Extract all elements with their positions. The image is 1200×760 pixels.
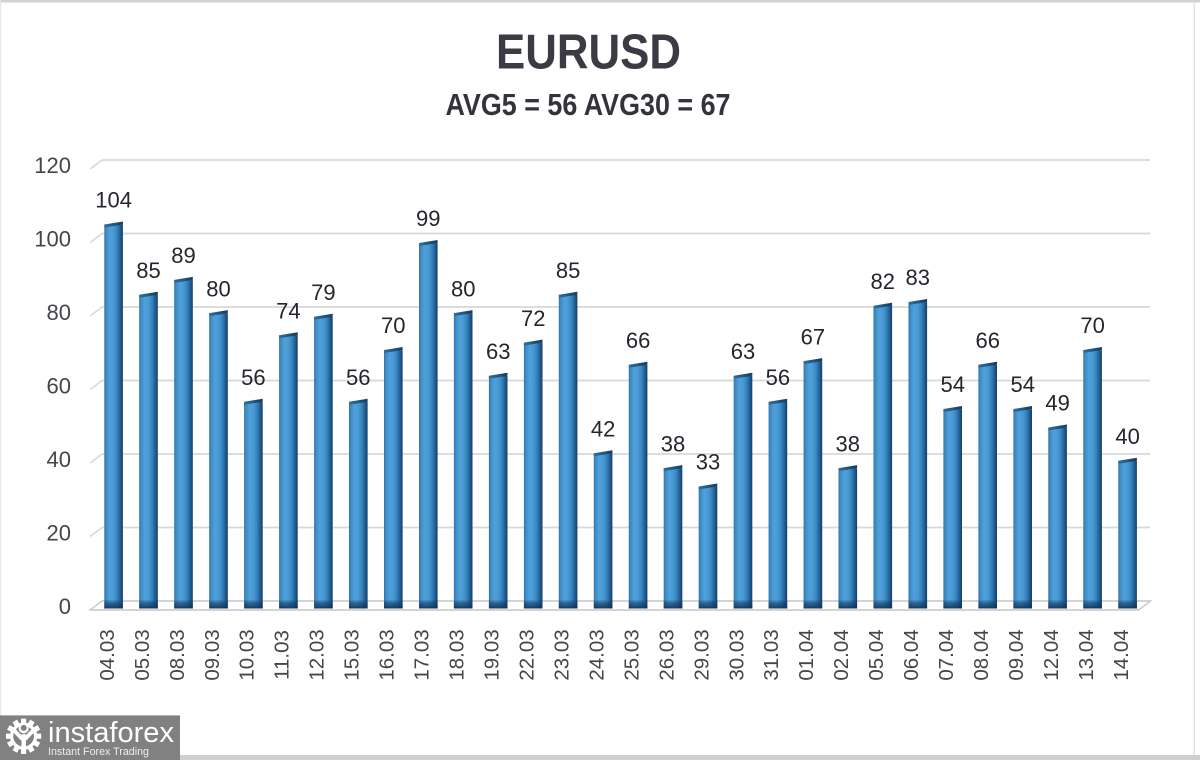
svg-text:22.03: 22.03 [516,629,539,680]
svg-text:AVG5 = 56 AVG30 = 67: AVG5 = 56 AVG30 = 67 [446,87,731,122]
svg-text:60: 60 [47,374,71,399]
svg-text:25.03: 25.03 [620,629,643,680]
svg-text:12.03: 12.03 [306,629,329,680]
svg-text:85: 85 [136,258,160,283]
svg-text:38: 38 [661,431,685,456]
svg-text:56: 56 [241,365,265,390]
svg-text:14.04: 14.04 [1110,629,1133,680]
svg-text:08.03: 08.03 [166,629,189,680]
svg-text:11.03: 11.03 [271,630,294,680]
svg-text:05.04: 05.04 [865,629,888,680]
svg-text:18.03: 18.03 [446,629,469,680]
svg-text:120: 120 [34,153,71,178]
svg-text:01.04: 01.04 [795,629,818,680]
svg-text:56: 56 [766,365,790,390]
svg-text:Instant Forex Trading: Instant Forex Trading [48,746,149,758]
svg-text:24.03: 24.03 [585,629,608,680]
svg-text:33: 33 [696,450,720,475]
svg-text:74: 74 [276,298,300,323]
svg-text:20: 20 [47,521,71,546]
svg-text:56: 56 [346,365,370,390]
svg-text:40: 40 [1115,424,1139,449]
svg-text:15.03: 15.03 [341,629,364,680]
svg-text:40: 40 [47,447,71,472]
svg-text:38: 38 [836,431,860,456]
svg-text:16.03: 16.03 [376,629,399,680]
svg-text:70: 70 [381,313,405,338]
svg-text:83: 83 [906,265,930,290]
svg-text:66: 66 [626,328,650,353]
svg-text:05.03: 05.03 [131,629,154,680]
svg-text:54: 54 [940,372,964,397]
svg-text:80: 80 [451,276,475,301]
svg-text:09.03: 09.03 [201,629,224,680]
svg-text:82: 82 [871,269,895,294]
svg-text:66: 66 [975,328,999,353]
svg-text:63: 63 [731,339,755,364]
svg-text:08.04: 08.04 [970,629,993,680]
svg-text:13.04: 13.04 [1075,629,1098,680]
svg-text:10.03: 10.03 [236,629,259,680]
svg-text:26.03: 26.03 [655,629,678,680]
svg-text:80: 80 [47,300,71,325]
svg-text:67: 67 [801,324,825,349]
svg-text:instaforex: instaforex [48,717,174,749]
svg-text:09.04: 09.04 [1005,629,1028,680]
svg-text:19.03: 19.03 [481,629,504,680]
svg-text:63: 63 [486,339,510,364]
svg-text:12.04: 12.04 [1040,629,1063,680]
svg-text:89: 89 [171,243,195,268]
svg-text:06.04: 06.04 [900,629,923,680]
svg-text:0: 0 [59,594,71,619]
svg-text:EURUSD: EURUSD [496,26,681,80]
svg-text:30.03: 30.03 [725,629,748,680]
svg-text:99: 99 [416,206,440,231]
svg-text:17.03: 17.03 [411,629,434,680]
svg-text:104: 104 [95,188,132,213]
svg-text:49: 49 [1045,391,1069,416]
svg-text:04.03: 04.03 [96,629,119,680]
svg-text:80: 80 [206,276,230,301]
svg-text:54: 54 [1010,372,1034,397]
svg-text:07.04: 07.04 [935,629,958,680]
svg-text:31.03: 31.03 [760,629,783,680]
svg-text:70: 70 [1080,313,1104,338]
svg-text:79: 79 [311,280,335,305]
svg-text:02.04: 02.04 [830,629,853,680]
svg-text:29.03: 29.03 [690,629,713,680]
svg-text:100: 100 [34,227,71,252]
svg-text:72: 72 [521,306,545,331]
svg-text:23.03: 23.03 [550,629,573,680]
svg-text:85: 85 [556,258,580,283]
svg-text:42: 42 [591,417,615,442]
